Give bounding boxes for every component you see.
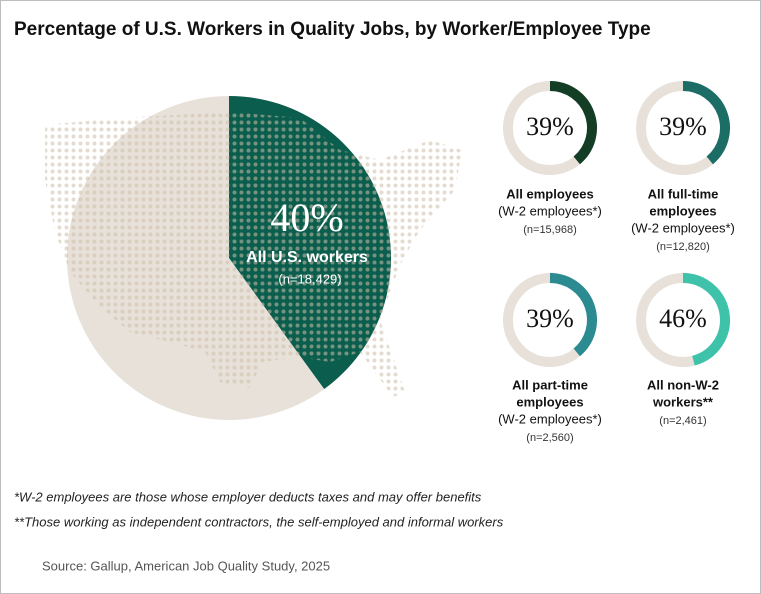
donut-label: employees: [649, 203, 716, 218]
map-dots: [45, 112, 462, 397]
donut-value-label: 46%: [659, 304, 707, 333]
donut-sublabel: (W-2 employees*): [498, 411, 602, 426]
donut-label: All full-time: [648, 186, 719, 201]
footnote: **Those working as independent contracto…: [14, 514, 504, 529]
donut-label: workers**: [652, 394, 714, 409]
donut-sublabel: (W-2 employees*): [631, 220, 735, 235]
donut-label: employees: [516, 394, 583, 409]
pie-label: All U.S. workers: [246, 249, 368, 266]
donut-sublabel: (W-2 employees*): [498, 203, 602, 218]
donut-arc: [549, 273, 597, 357]
footnote: *W-2 employees are those whose employer …: [14, 489, 482, 504]
donut-value-label: 39%: [526, 112, 574, 141]
donut-n: (n=2,461): [659, 415, 706, 427]
donut-arc: [682, 273, 730, 366]
donut-n: (n=15,968): [523, 224, 577, 236]
donut-arc: [549, 81, 597, 165]
donut-arc: [682, 81, 730, 165]
source: Source: Gallup, American Job Quality Stu…: [42, 558, 330, 573]
donut-n: (n=12,820): [656, 241, 710, 253]
donut-label: All non-W-2: [647, 377, 719, 392]
donut-value-label: 39%: [526, 304, 574, 333]
pie-n: (n=18,429): [278, 271, 341, 286]
charts: 40% All U.S. workers (n=18,429) 39% All empl…: [45, 81, 735, 444]
donut-n: (n=2,560): [526, 432, 573, 444]
title: Percentage of U.S. Workers in Quality Jo…: [14, 19, 651, 40]
donut-label: All employees: [506, 186, 593, 201]
pie-value-label: 40%: [270, 195, 343, 240]
donut-label: All part-time: [512, 377, 588, 392]
donut-value-label: 39%: [659, 112, 707, 141]
